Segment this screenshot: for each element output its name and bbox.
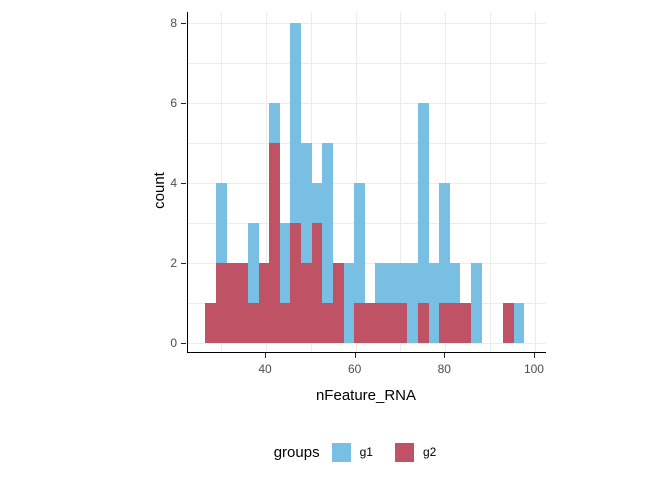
x-axis-title: nFeature_RNA [315,387,417,404]
bar-segment-g2 [449,303,461,343]
x-tick-mark [354,353,356,358]
bar-segment-g2 [460,303,472,343]
y-tick-mark [181,183,186,184]
legend-label-g2: g2 [422,445,437,459]
bar-segment-g1 [396,263,408,303]
gridline-h [188,343,546,344]
bar-segment-g2 [269,143,280,343]
bar-segment-g1 [449,263,461,303]
bar-segment-g2 [226,263,238,343]
bar-segment-g2 [205,303,217,343]
x-tick-label: 80 [437,362,451,376]
bar-segment-g2 [364,303,376,343]
bar-segment-g1 [301,143,312,263]
bar-segment-g2 [386,303,397,343]
y-tick-mark [181,263,186,264]
bar-segment-g2 [247,303,259,343]
x-tick-mark [533,353,535,358]
bar-segment-g2 [311,223,323,343]
bar-segment-g1 [471,263,482,343]
legend: groups g1 g2 [147,440,585,464]
bar-segment-g1 [407,263,418,343]
gridline-v [400,12,402,352]
y-tick-mark [181,103,186,104]
y-tick-label: 0 [170,336,177,350]
bar-segment-g2 [332,263,344,343]
bar-segment-g2 [354,303,365,343]
gridline-h [188,183,546,184]
bar-segment-g1 [513,303,525,343]
gridline-v [221,12,223,352]
gridline-h [188,223,546,224]
bar-segment-g1 [354,183,365,303]
y-tick-label: 2 [170,256,177,270]
bar-segment-g2 [237,263,248,343]
y-tick-label: 6 [170,96,177,110]
y-axis-title: count [150,172,168,209]
bar-segment-g1 [216,183,227,263]
bar-segment-g2 [322,303,333,343]
bar-segment-g1 [417,103,429,303]
x-tick-mark [265,353,266,358]
y-tick-label: 8 [170,16,177,30]
gridline-v [534,12,536,352]
bar-segment-g2 [279,303,291,343]
legend-key-g1-swatch [331,442,351,462]
gridline-h [188,103,546,104]
bar-segment-g2 [396,303,408,343]
gridline-h [188,63,546,64]
bar-segment-g1 [269,103,280,143]
x-tick-label: 100 [523,362,544,376]
x-tick-mark [444,353,446,358]
gridline-h [188,143,546,144]
bar-segment-g1 [428,263,440,343]
bar-segment-g1 [311,183,323,223]
legend-label-g1: g1 [359,445,373,459]
y-tick-mark [181,23,186,24]
bar-segment-g1 [375,263,387,303]
bar-segment-g1 [247,223,259,303]
legend-key-g2-swatch [394,442,414,462]
bar-segment-g1 [279,223,291,303]
bar-segment-g1 [322,143,333,303]
gridline-v [490,12,492,352]
y-tick-label: 4 [170,176,177,190]
gridline-h [188,263,546,264]
bar-segment-g2 [417,303,429,343]
gridline-v [355,12,357,352]
y-tick-mark [181,343,186,344]
bar-segment-g2 [301,263,312,343]
bar-segment-g2 [216,263,227,343]
gridline-v [445,12,447,352]
bar-segment-g1 [439,183,450,303]
gridline-v [266,12,267,352]
plot-panel [187,12,546,353]
bar-segment-g2 [258,263,270,343]
bar-segment-g1 [290,23,302,223]
bar-segment-g2 [502,303,514,343]
x-tick-label: 40 [258,362,272,376]
gridline-h [188,23,546,24]
bar-segment-g1 [386,263,397,303]
legend-title: groups [273,443,320,461]
bar-segment-g2 [290,223,302,343]
x-tick-label: 60 [347,362,362,376]
bar-segment-g2 [375,303,387,343]
bar-segment-g2 [439,303,450,343]
bar-segment-g1 [343,263,355,343]
